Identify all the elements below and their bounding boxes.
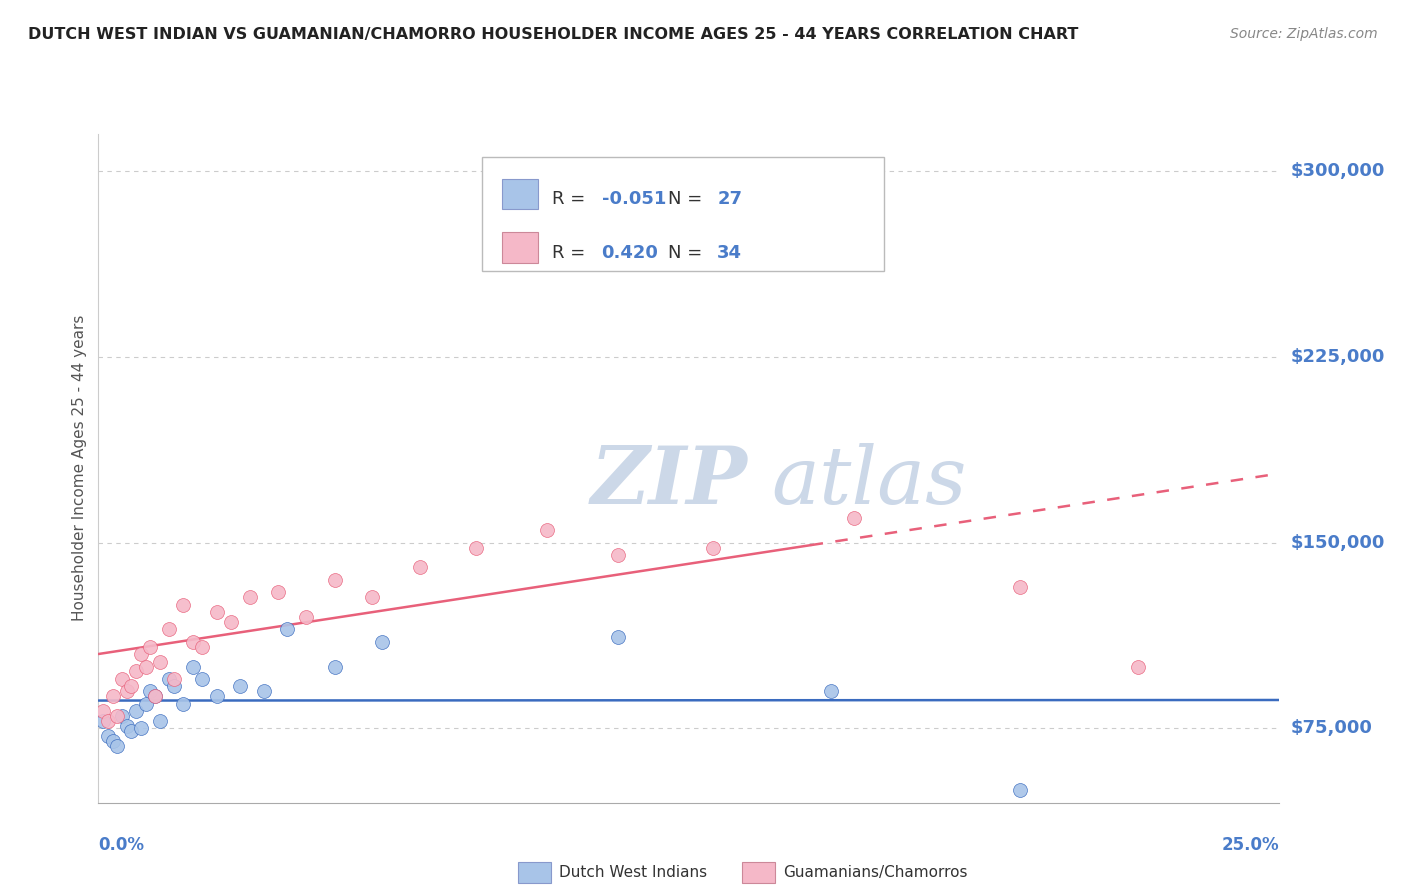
Point bbox=[111, 709, 134, 723]
FancyBboxPatch shape bbox=[482, 157, 884, 271]
Text: 27: 27 bbox=[717, 190, 742, 209]
Y-axis label: Householder Income Ages 25 - 44 years: Householder Income Ages 25 - 44 years bbox=[72, 315, 87, 622]
Point bbox=[139, 640, 162, 654]
Point bbox=[408, 560, 430, 574]
Text: 0.0%: 0.0% bbox=[98, 836, 145, 854]
Point bbox=[371, 634, 394, 648]
Point bbox=[607, 548, 630, 562]
Text: Source: ZipAtlas.com: Source: ZipAtlas.com bbox=[1230, 27, 1378, 41]
Point bbox=[172, 697, 194, 711]
Point bbox=[191, 640, 214, 654]
Point bbox=[465, 541, 488, 555]
Point bbox=[157, 672, 180, 686]
Point bbox=[157, 623, 180, 637]
Point bbox=[295, 610, 318, 624]
Point bbox=[101, 734, 124, 748]
Point bbox=[276, 623, 298, 637]
Point bbox=[125, 704, 148, 718]
FancyBboxPatch shape bbox=[502, 233, 537, 263]
Text: 0.420: 0.420 bbox=[602, 244, 658, 262]
Point bbox=[191, 672, 214, 686]
Text: $225,000: $225,000 bbox=[1291, 348, 1385, 366]
Point bbox=[239, 590, 262, 604]
Point bbox=[1008, 580, 1031, 594]
Point bbox=[163, 672, 186, 686]
Point bbox=[115, 719, 138, 733]
Point bbox=[1126, 659, 1149, 673]
Point bbox=[97, 714, 120, 728]
Point bbox=[323, 659, 346, 673]
Point bbox=[129, 647, 152, 661]
Point bbox=[1008, 783, 1031, 797]
Point bbox=[91, 704, 114, 718]
Point bbox=[149, 714, 172, 728]
Point bbox=[91, 714, 114, 728]
Point bbox=[129, 722, 152, 736]
Point bbox=[267, 585, 290, 599]
Text: $75,000: $75,000 bbox=[1291, 720, 1372, 738]
Point bbox=[229, 679, 252, 693]
Text: 34: 34 bbox=[717, 244, 742, 262]
Point bbox=[149, 655, 172, 669]
Point bbox=[101, 690, 124, 704]
Point bbox=[219, 615, 242, 629]
Point bbox=[143, 690, 166, 704]
Point bbox=[205, 605, 228, 619]
Point bbox=[135, 659, 157, 673]
Point bbox=[181, 634, 204, 648]
Text: -0.051: -0.051 bbox=[602, 190, 666, 209]
Text: atlas: atlas bbox=[772, 443, 967, 520]
Text: $150,000: $150,000 bbox=[1291, 533, 1385, 551]
FancyBboxPatch shape bbox=[517, 862, 551, 883]
Text: ZIP: ZIP bbox=[591, 443, 748, 520]
Point bbox=[111, 672, 134, 686]
Text: Dutch West Indians: Dutch West Indians bbox=[560, 865, 707, 880]
Point bbox=[163, 679, 186, 693]
Text: R =: R = bbox=[553, 190, 591, 209]
Point bbox=[105, 739, 128, 753]
Point bbox=[536, 523, 558, 537]
Point bbox=[125, 665, 148, 679]
Text: $300,000: $300,000 bbox=[1291, 162, 1385, 180]
FancyBboxPatch shape bbox=[502, 179, 537, 210]
Point bbox=[135, 697, 157, 711]
Point bbox=[143, 690, 166, 704]
Point bbox=[105, 709, 128, 723]
Point bbox=[181, 659, 204, 673]
Text: R =: R = bbox=[553, 244, 591, 262]
Text: DUTCH WEST INDIAN VS GUAMANIAN/CHAMORRO HOUSEHOLDER INCOME AGES 25 - 44 YEARS CO: DUTCH WEST INDIAN VS GUAMANIAN/CHAMORRO … bbox=[28, 27, 1078, 42]
Point bbox=[489, 238, 512, 252]
Point bbox=[172, 598, 194, 612]
Point bbox=[121, 679, 143, 693]
FancyBboxPatch shape bbox=[742, 862, 775, 883]
Text: 25.0%: 25.0% bbox=[1222, 836, 1279, 854]
Point bbox=[205, 690, 228, 704]
Text: N =: N = bbox=[668, 190, 707, 209]
Point bbox=[323, 573, 346, 587]
Point bbox=[361, 590, 384, 604]
Point bbox=[820, 684, 842, 698]
Point bbox=[607, 630, 630, 644]
Point bbox=[253, 684, 276, 698]
Point bbox=[121, 723, 143, 738]
Point bbox=[702, 541, 724, 555]
Point bbox=[115, 684, 138, 698]
Text: Guamanians/Chamorros: Guamanians/Chamorros bbox=[783, 865, 967, 880]
Point bbox=[844, 511, 866, 525]
Point bbox=[139, 684, 162, 698]
Point bbox=[97, 729, 120, 743]
Text: N =: N = bbox=[668, 244, 707, 262]
